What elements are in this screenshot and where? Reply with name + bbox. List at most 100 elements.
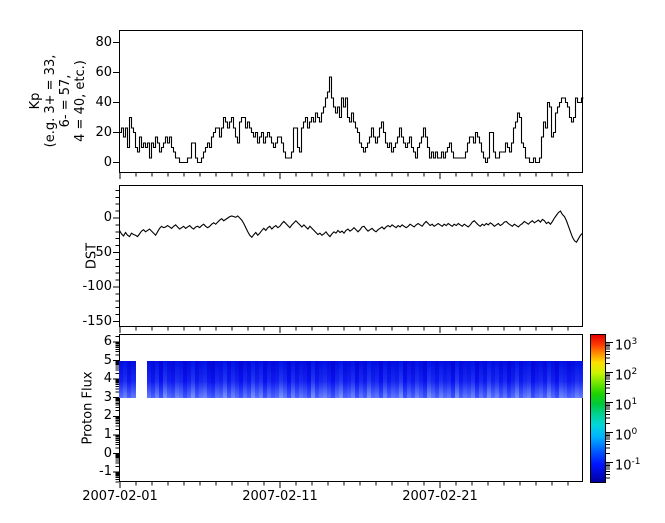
spectrogram-column	[331, 361, 336, 398]
spectrogram-column	[435, 361, 440, 398]
spectrogram-column	[191, 361, 196, 398]
spectrogram-column	[539, 361, 544, 398]
colorbar-tick-label: 103	[615, 336, 638, 353]
spectrogram-column	[303, 361, 308, 398]
spectrogram-column	[507, 361, 512, 398]
spectrogram-column	[371, 361, 376, 398]
x-tick-label: 2007-02-21	[402, 489, 478, 504]
colorbar-tick-label: 101	[615, 396, 638, 413]
spectrogram-column	[547, 361, 552, 398]
spectrogram-column	[247, 361, 252, 398]
y-tick-label: 4	[103, 371, 112, 387]
y-tick-label: 20	[95, 124, 112, 140]
spectrogram-column	[495, 361, 500, 398]
spectrogram-column	[267, 361, 272, 398]
spectrogram-column	[519, 361, 524, 398]
spectrogram-column	[239, 361, 244, 398]
y-tick-label: 0	[103, 154, 112, 170]
colorbar-tick-label: 10-1	[615, 456, 641, 473]
x-axis-ticks	[119, 173, 569, 488]
spectrogram-column	[363, 361, 368, 398]
spectrogram-column	[451, 361, 456, 398]
spectrogram-column	[187, 361, 192, 398]
spectrogram-column	[215, 361, 220, 398]
spectrogram-column	[255, 361, 260, 398]
spectrogram-column	[459, 361, 464, 398]
spectrogram-column	[203, 361, 208, 398]
spectrogram-column	[571, 361, 576, 398]
spectrogram-column	[335, 361, 340, 398]
spectrogram-column	[275, 361, 280, 398]
spectrogram-column	[163, 361, 168, 398]
spectrogram-column	[195, 361, 200, 398]
colorbar-tick-label: 102	[615, 366, 638, 383]
y-axis-ticks	[113, 42, 119, 483]
spectrogram-column	[211, 361, 216, 398]
spectrogram-column	[271, 361, 276, 398]
spectrogram-column	[223, 361, 228, 398]
y-tick-label: -1	[99, 464, 112, 480]
spectrogram-column	[479, 361, 484, 398]
spectrogram-column	[299, 361, 304, 398]
x-tick-label: 2007-02-01	[82, 489, 158, 504]
spectrogram-column	[411, 361, 416, 398]
kp-line	[119, 76, 584, 164]
colorbar-ticks	[606, 342, 613, 479]
dst-panel	[119, 185, 583, 327]
spectrogram-column	[231, 361, 236, 398]
spectrogram-column	[491, 361, 496, 398]
spectrogram-column	[443, 361, 448, 398]
spectrogram-column	[179, 361, 184, 398]
y-tick-label: 2	[103, 408, 112, 424]
spectrogram-column	[511, 361, 516, 398]
spectrogram-column	[391, 361, 396, 398]
spectrogram-column	[279, 361, 284, 398]
spectrogram-column	[559, 361, 564, 398]
spectrogram-column	[439, 361, 444, 398]
y-tick-label: 60	[95, 64, 112, 80]
colorbar	[590, 334, 606, 483]
spectrogram-column	[235, 361, 240, 398]
spectrogram-column	[567, 361, 572, 398]
spectrogram-column	[287, 361, 292, 398]
kp-panel	[119, 30, 583, 173]
spectrogram-column	[579, 361, 583, 398]
spectrogram-column	[295, 361, 300, 398]
spectrogram-column	[351, 361, 356, 398]
proton-flux-spectrogram	[119, 361, 583, 398]
spectrogram-column	[323, 361, 328, 398]
spectrogram-column	[487, 361, 492, 398]
spectrogram-column	[147, 361, 152, 398]
spectrogram-column	[359, 361, 364, 398]
spectrogram-column	[367, 361, 372, 398]
spectrogram-column	[291, 361, 296, 398]
spectrogram-column	[471, 361, 476, 398]
spectrogram-column	[535, 361, 540, 398]
spectrogram-column	[399, 361, 404, 398]
spectrogram-column	[407, 361, 412, 398]
spectrogram-column	[151, 361, 156, 398]
spectrogram-column	[503, 361, 508, 398]
spectrogram-column	[283, 361, 288, 398]
spectrogram-column	[415, 361, 420, 398]
spectrogram-column	[327, 361, 332, 398]
y-tick-label: -50	[90, 244, 112, 260]
y-tick-label: -100	[82, 279, 112, 294]
spectrogram-column	[475, 361, 480, 398]
spectrogram-column	[419, 361, 424, 398]
dst-line	[119, 210, 583, 243]
x-tick-label: 2007-02-11	[242, 489, 318, 504]
spectrogram-column	[183, 361, 188, 398]
spectrogram-column	[315, 361, 320, 398]
spectrogram-column	[319, 361, 324, 398]
spectrogram-column	[523, 361, 528, 398]
spectrogram-column	[227, 361, 232, 398]
spectrogram-column	[127, 361, 132, 398]
spectrogram-column	[427, 361, 432, 398]
spectrogram-column	[199, 361, 204, 398]
spectrogram-column	[219, 361, 224, 398]
spectrogram-column	[307, 361, 312, 398]
spectrogram-column	[123, 361, 128, 398]
